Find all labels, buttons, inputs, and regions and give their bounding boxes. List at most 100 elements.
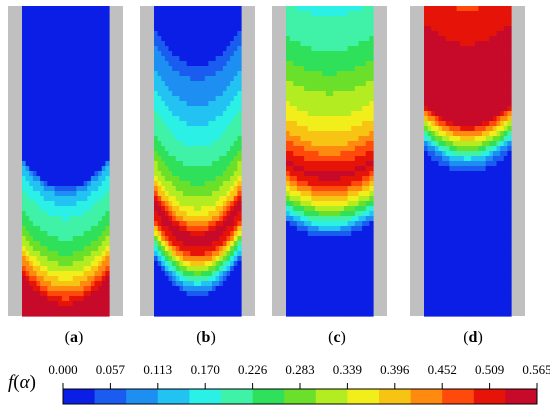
cell: [233, 191, 238, 197]
cell: [351, 31, 356, 37]
cell: [354, 211, 360, 217]
cell: [87, 131, 92, 137]
cell: [65, 41, 70, 47]
cell: [197, 311, 202, 317]
cell: [36, 206, 41, 212]
cell: [87, 216, 92, 222]
cell: [482, 51, 487, 57]
cell: [32, 111, 38, 117]
cell: [300, 236, 305, 242]
cell: [190, 71, 195, 77]
cell: [61, 136, 67, 142]
cell: [230, 111, 235, 117]
cell: [98, 51, 103, 57]
cell: [197, 121, 202, 127]
cell: [237, 311, 242, 317]
cell: [293, 66, 298, 72]
cell: [336, 311, 341, 317]
cell: [492, 96, 498, 102]
cell: [43, 276, 48, 282]
cell: [204, 31, 209, 37]
cell: [489, 56, 494, 62]
cell: [322, 166, 327, 172]
cell: [315, 116, 320, 122]
cell: [351, 226, 356, 232]
cell: [193, 291, 199, 297]
cell: [76, 16, 81, 22]
cell: [427, 111, 432, 117]
cell: [215, 61, 220, 67]
cell: [329, 186, 334, 192]
cell: [105, 291, 110, 297]
cell: [315, 121, 320, 127]
cell: [193, 31, 199, 37]
cell: [329, 116, 334, 122]
cell: [230, 66, 235, 72]
cell: [197, 51, 202, 57]
cell: [492, 71, 498, 77]
cell: [101, 71, 106, 77]
cell: [175, 81, 180, 87]
cell: [478, 96, 483, 102]
cell: [289, 266, 294, 272]
cell: [463, 96, 469, 102]
cell: [197, 36, 202, 42]
cell: [51, 21, 56, 27]
cell: [193, 226, 199, 232]
cell: [54, 306, 59, 312]
cell: [204, 161, 209, 167]
cell: [289, 141, 294, 147]
cell: [322, 21, 327, 27]
cell: [307, 281, 312, 287]
cell: [22, 16, 27, 22]
cell: [322, 291, 327, 297]
cell: [76, 116, 81, 122]
cell: [344, 246, 349, 252]
cell: [438, 41, 443, 47]
cell: [215, 286, 220, 292]
cell: [90, 251, 96, 257]
cell: [87, 136, 92, 142]
cell: [204, 136, 209, 142]
cell: [318, 111, 323, 117]
cell: [233, 116, 238, 122]
cell: [61, 236, 67, 242]
cell: [98, 196, 103, 202]
cell: [22, 76, 27, 82]
cell: [101, 6, 106, 12]
cell: [157, 106, 162, 112]
cell: [500, 86, 505, 92]
cell: [237, 276, 242, 282]
cell: [90, 216, 96, 222]
cell: [76, 281, 81, 287]
cell: [58, 171, 63, 177]
cell: [222, 171, 228, 177]
cell: [325, 26, 331, 32]
cell: [179, 91, 184, 97]
cell: [65, 121, 70, 127]
cell: [315, 236, 320, 242]
cell: [503, 106, 508, 112]
cell: [183, 116, 188, 122]
cell: [204, 271, 209, 277]
cell: [36, 126, 41, 132]
cell: [340, 261, 345, 267]
cell: [43, 116, 48, 122]
cell: [76, 51, 81, 57]
cell: [329, 221, 334, 227]
cell: [83, 266, 88, 272]
cell: [233, 131, 238, 137]
cell: [61, 226, 67, 232]
cell: [72, 31, 77, 37]
cell: [296, 296, 302, 302]
cell: [36, 11, 41, 17]
cell: [467, 101, 472, 107]
cell: [427, 86, 432, 92]
cell: [154, 86, 159, 92]
cell: [65, 191, 70, 197]
cell: [354, 106, 360, 112]
cell: [101, 176, 106, 182]
cell: [69, 171, 74, 177]
cell: [289, 261, 294, 267]
cell: [354, 61, 360, 67]
